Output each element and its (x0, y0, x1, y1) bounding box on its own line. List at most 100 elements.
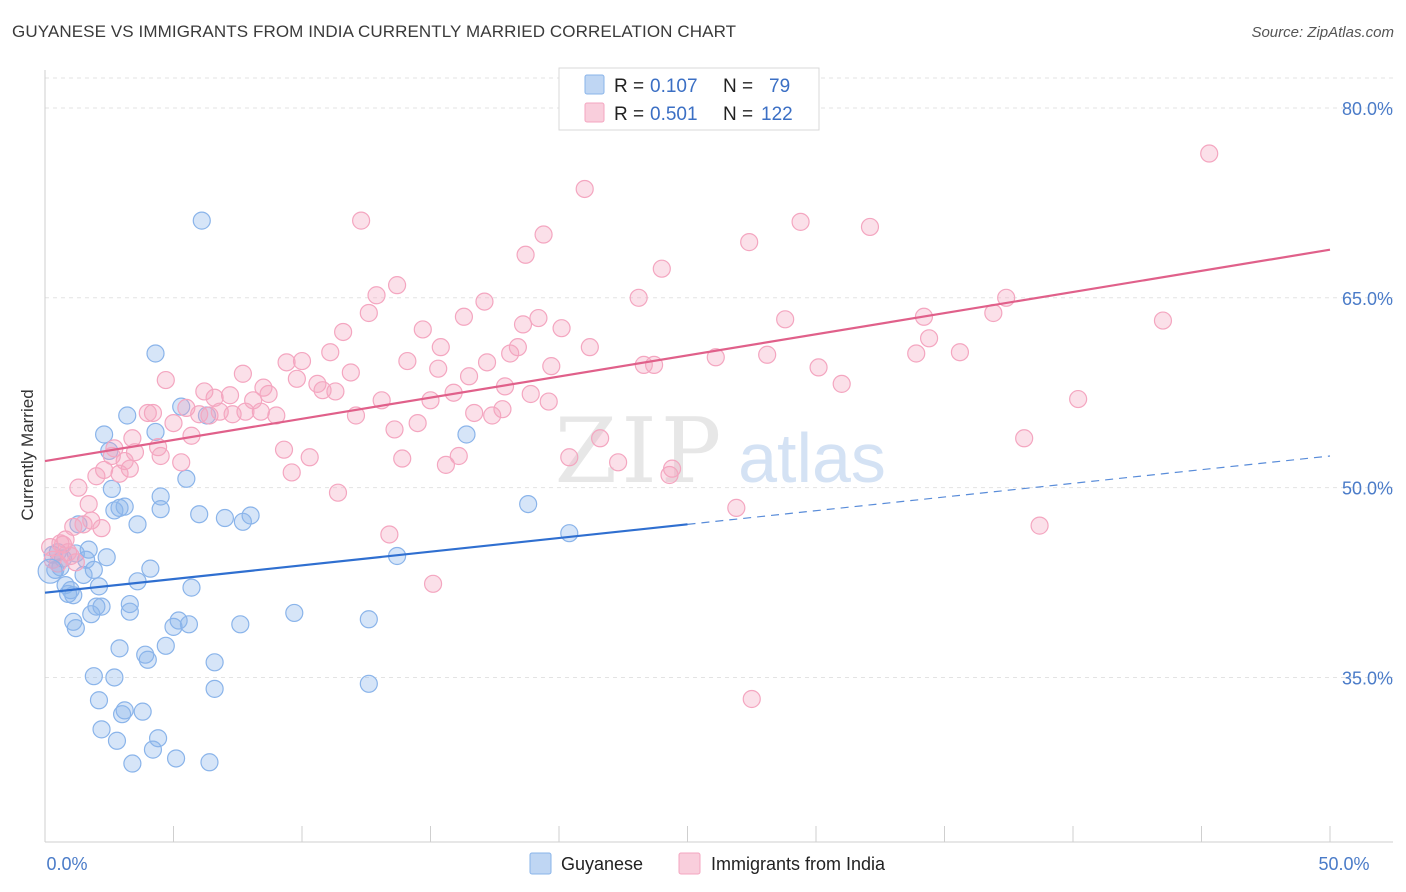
series-1-point-69 (398, 351, 417, 371)
series-1-point-55 (321, 343, 340, 362)
tick-labels: 35.0% 50.0% 65.0% 80.0% 0.0% 50.0% (46, 99, 1393, 874)
series-0-point-44 (138, 650, 157, 669)
series-0-point-30 (107, 731, 127, 750)
series-1-point-35 (200, 406, 219, 425)
series-0-point-64 (205, 653, 224, 672)
series-1-point-21 (120, 459, 139, 478)
series-0-trend-line (44, 523, 688, 594)
series-0-point-cluster (37, 558, 63, 584)
series-1-point-49 (282, 463, 301, 482)
y-axis-label: Currently Married (18, 389, 37, 520)
series-0-point-46 (143, 740, 163, 759)
series-0-point-70 (285, 603, 304, 623)
series-1-point-12 (79, 494, 98, 514)
series-0-point-69 (241, 506, 260, 525)
series-1-trend-line (44, 248, 1331, 463)
series-1-point-78 (449, 446, 468, 466)
series-1-point-110 (742, 689, 761, 709)
series-1-point-43 (251, 402, 270, 421)
series-0-point-76 (560, 524, 579, 543)
series-0-point-74 (457, 425, 476, 444)
y-tick-label-1: 50.0% (1342, 479, 1393, 499)
series-0-point-51 (151, 500, 170, 519)
series-1-point-101 (609, 453, 628, 472)
series-1-point-117 (860, 217, 880, 237)
series-0-point-59 (182, 578, 201, 597)
series-0-point-37 (120, 602, 139, 621)
series-0-point-61 (192, 211, 211, 230)
series-1-point-74 (429, 359, 448, 378)
series-1-point-93 (534, 225, 553, 244)
series-1-point-57 (328, 483, 348, 502)
series-0-point-75 (519, 494, 538, 514)
series-1-point-36 (205, 388, 224, 407)
series-1-point-126 (1069, 389, 1088, 409)
series-1-point-112 (758, 345, 777, 364)
stats-n-value-1: 122 (761, 104, 793, 125)
series-1-point-30 (172, 453, 191, 472)
series-0-point-18 (84, 667, 103, 686)
series-1-point-9 (66, 553, 85, 572)
series-1-point-94 (539, 392, 558, 411)
series-0-point-34 (115, 701, 134, 720)
series-0-point-48 (146, 344, 165, 363)
series-1-point-10 (69, 478, 88, 497)
series-1-point-83 (477, 353, 497, 372)
legend-label-india: Immigrants from India (711, 854, 886, 874)
series-1-point-75 (431, 338, 450, 357)
series-1-point-81 (465, 403, 484, 423)
series-1-point-47 (274, 440, 294, 459)
series-0-point-72 (359, 674, 378, 693)
series-1-point-45 (259, 384, 278, 404)
series-0-point-36 (118, 406, 137, 425)
stats-legend-swatch-guyanese (584, 74, 605, 95)
series-0-point-66 (215, 508, 234, 528)
series-0-point-21 (89, 691, 109, 710)
series-1-point-111 (740, 233, 759, 252)
series-0-point-42 (133, 702, 152, 721)
series-1-point-121 (950, 343, 970, 362)
series-1-point-114 (791, 212, 810, 231)
stats-r-label-0: R = (614, 76, 644, 97)
series-1-point-128 (1200, 144, 1219, 163)
series-1-point-85 (493, 400, 512, 419)
stats-n-label-0: N = (723, 76, 753, 97)
series-0-point-67 (231, 615, 250, 634)
stats-r-label-1: R = (614, 104, 644, 125)
series-1-point-91 (521, 384, 540, 404)
series-1-point-109 (727, 498, 746, 517)
y-tick-label-0: 35.0% (1342, 668, 1393, 688)
stats-r-value-1: 0.501 (650, 104, 698, 125)
chart-title: GUYANESE VS IMMIGRANTS FROM INDIA CURREN… (12, 22, 737, 41)
series-1-point-125 (1030, 516, 1049, 535)
series-0-point-52 (156, 636, 175, 655)
series-0-point-19 (87, 597, 106, 616)
series-1-point-34 (195, 382, 214, 401)
series-1-point-63 (367, 286, 386, 305)
series-1-point-51 (292, 351, 312, 371)
series-1-point-92 (529, 308, 548, 328)
series-0-point-45 (141, 559, 160, 578)
series-0-point-55 (169, 611, 188, 630)
series-1-point-48 (277, 353, 296, 372)
series-1-point-115 (809, 358, 828, 377)
series-1-point-66 (385, 420, 404, 439)
series-0-point-17 (84, 560, 103, 580)
legend-label-guyanese: Guyanese (561, 854, 643, 874)
data-points (37, 144, 1219, 773)
stats-legend: R = 0.107 N = 79 R = 0.501 N = 122 (558, 67, 820, 131)
series-1-point-90 (516, 245, 535, 264)
series-1-point-84 (483, 406, 502, 425)
series-0-point-58 (179, 615, 199, 634)
series-1-point-29 (164, 413, 183, 433)
series-0-point-28 (105, 501, 124, 520)
series-0-point-47 (146, 422, 165, 442)
series-0-point-25 (97, 548, 116, 567)
series-1-point-100 (591, 429, 610, 448)
series-1-point-40 (233, 364, 252, 383)
series-1-point-102 (629, 288, 648, 307)
series-1-point-61 (352, 211, 371, 230)
series-1-point-71 (413, 320, 432, 339)
series-0-trend-extension (687, 455, 1331, 525)
series-1-point-127 (1153, 311, 1173, 330)
